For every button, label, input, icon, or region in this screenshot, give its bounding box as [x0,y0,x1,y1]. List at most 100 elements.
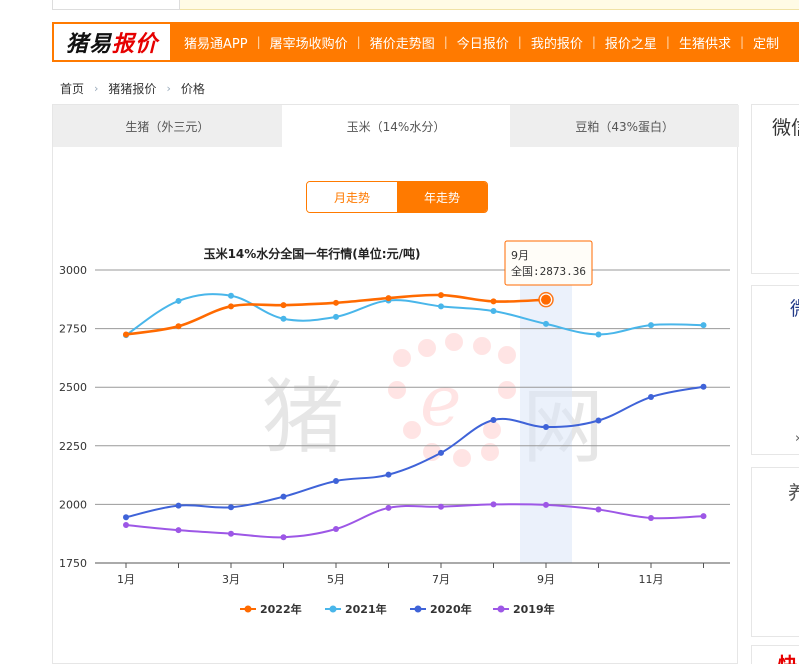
x-tick-label: 7月 [432,573,450,586]
trend-toggle: 月走势 年走势 [306,181,488,213]
watermark-dot [453,449,471,467]
legend-marker [414,605,422,613]
nav-item-0[interactable]: 猪易通APP [184,36,248,52]
data-point [648,514,654,521]
data-point [595,506,602,513]
x-tick-label: 1月 [117,573,135,586]
data-point [123,522,129,529]
x-tick-label: 5月 [327,573,345,586]
nav-separator: | [517,35,522,49]
commodity-tabs: 生猪（外三元） 玉米（14%水分） 豆粕（43%蛋白） [53,105,740,147]
main-nav: 猪易 报价 猪易通APP | 屠宰场收购价 | 猪价走势图 | 今日报价 | 我的报价 | 报价之星 |… [52,22,799,62]
data-point [438,503,444,510]
data-point [648,394,654,401]
nav-item-4[interactable]: 我的报价 [530,36,583,52]
data-point [700,322,707,329]
data-point [175,297,182,304]
x-tick-label: 9月 [537,573,555,586]
y-tick-label: 2000 [59,498,87,511]
breadcrumb-quotes[interactable]: 猪猪报价 [108,82,157,96]
watermark-dot [418,339,436,357]
data-point [490,417,497,424]
tab-soymeal[interactable]: 豆粕（43%蛋白） [510,105,740,147]
legend-label: 2019年 [513,602,555,616]
highlight-band [520,270,572,563]
data-point [438,292,444,299]
legend-marker [329,605,337,613]
tab-corn[interactable]: 玉米（14%水分） [281,105,511,147]
nav-item-7[interactable]: 定制 [753,36,780,52]
legend-label: 2020年 [430,602,472,616]
y-tick-label: 2250 [59,440,87,453]
sidebar-box-title: 养 [788,478,799,505]
data-point [385,504,392,511]
sidebar-box-3: 养 [751,467,799,637]
nav-item-2[interactable]: 猪价走势图 [369,36,435,52]
data-point [490,501,497,508]
nav-item-5[interactable]: 报价之星 [604,36,657,52]
breadcrumb-arrow-icon: › [166,82,171,95]
tab-hog[interactable]: 生猪（外三元） [53,105,282,147]
data-point [543,320,549,327]
legend-label: 2021年 [345,602,387,616]
nav-separator: | [591,35,596,49]
nav-item-1[interactable]: 屠宰场收购价 [269,36,348,52]
series-line [125,503,704,539]
watermark-dot [473,337,491,355]
monthly-trend-button[interactable]: 月走势 [307,182,397,212]
watermark-logo: e [388,333,516,467]
data-point [648,322,654,329]
corn-price-chart: 猪网e1750200022502500275030001月3月5月7月9月11月… [59,240,730,616]
chart-title: 玉米14%水分全国一年行情(单位:元/吨) [204,246,421,261]
series-2019年 [123,501,707,541]
site-logo[interactable]: 猪易 报价 [52,22,172,62]
data-point [333,313,339,320]
sidebar-box-4: 快 [751,645,799,664]
watermark-dot [481,443,499,461]
nav-item-6[interactable]: 生猪供求 [678,36,731,52]
y-tick-label: 1750 [59,557,87,570]
watermark-dot [498,381,516,399]
legend-marker [497,605,505,613]
x-tick-label: 3月 [222,573,240,586]
watermark-dot [403,421,421,439]
breadcrumb: 首页 › 猪猪报价 › 价格 [60,80,205,97]
watermark-dot [393,349,411,367]
yearly-trend-button[interactable]: 年走势 [397,182,487,212]
watermark-dot [483,421,501,439]
nav-item-3[interactable]: 今日报价 [456,36,509,52]
top-strip-notice [180,0,799,10]
watermark-e: e [420,360,461,442]
data-point [280,534,287,541]
nav-items: 猪易通APP | 屠宰场收购价 | 猪价走势图 | 今日报价 | 我的报价 | 报价之星 | 生猪供求 |… [178,22,785,62]
data-point [385,471,392,478]
tooltip-title: 9月 [511,249,529,262]
data-point [280,315,287,322]
data-point [123,331,129,338]
data-point [333,299,339,306]
series-2021年 [123,292,707,339]
watermark-dot [445,333,463,351]
data-point [700,513,707,520]
sidebar-box-more-icon[interactable]: » [795,431,799,446]
data-point [385,295,392,302]
data-point [700,383,707,390]
nav-separator: | [356,35,361,49]
series-2020年 [123,383,707,521]
data-point [228,303,234,310]
nav-separator: | [739,35,744,49]
logo-text-part2: 报价 [112,31,159,57]
price-panel: 生猪（外三元） 玉米（14%水分） 豆粕（43%蛋白） 月走势 年走势 [52,104,740,664]
highlight-point [541,294,551,305]
top-strip-left [52,0,180,10]
tooltip-value: 全国:2873.36 [511,264,586,278]
breadcrumb-home[interactable]: 首页 [60,82,85,96]
data-point [438,449,444,456]
series-2022年 [123,292,549,338]
legend: 2022年 2021年 2020年 2019年 [240,602,555,616]
data-point [175,527,182,534]
sidebar-box-title: 快 [778,650,797,664]
legend-label: 2022年 [260,602,302,616]
series-line [125,385,704,519]
